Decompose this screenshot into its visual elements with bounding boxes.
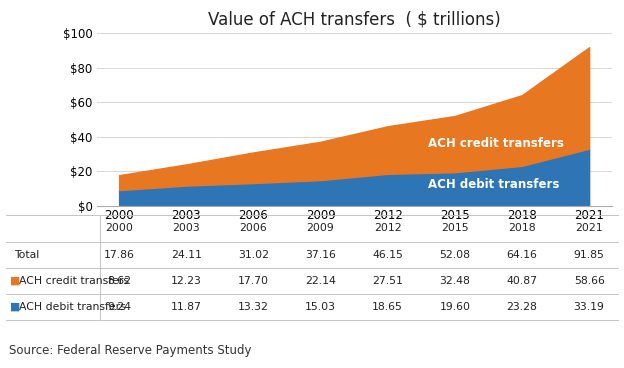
Text: 8.62: 8.62 xyxy=(107,276,131,286)
Text: 46.15: 46.15 xyxy=(373,250,403,259)
Text: Total: Total xyxy=(14,250,39,259)
Text: 32.48: 32.48 xyxy=(439,276,470,286)
Text: 24.11: 24.11 xyxy=(171,250,202,259)
Text: 13.32: 13.32 xyxy=(238,302,269,312)
Text: 27.51: 27.51 xyxy=(373,276,403,286)
Text: 22.14: 22.14 xyxy=(305,276,336,286)
Text: 64.16: 64.16 xyxy=(507,250,537,259)
Text: 17.70: 17.70 xyxy=(238,276,269,286)
Text: Source: Federal Reserve Payments Study: Source: Federal Reserve Payments Study xyxy=(9,344,252,357)
Text: 58.66: 58.66 xyxy=(573,276,605,286)
Text: 2018: 2018 xyxy=(508,223,536,233)
Text: ■: ■ xyxy=(9,302,19,312)
Text: 33.19: 33.19 xyxy=(573,302,605,312)
Text: ACH debit transfers: ACH debit transfers xyxy=(19,302,125,312)
Text: 2009: 2009 xyxy=(306,223,334,233)
Text: 23.28: 23.28 xyxy=(507,302,537,312)
Text: 12.23: 12.23 xyxy=(171,276,202,286)
Title: Value of ACH transfers  ( $ trillions): Value of ACH transfers ( $ trillions) xyxy=(208,11,500,29)
Text: 9.24: 9.24 xyxy=(107,302,131,312)
Text: ■: ■ xyxy=(9,276,19,286)
Text: 40.87: 40.87 xyxy=(507,276,537,286)
Text: ACH debit transfers: ACH debit transfers xyxy=(428,178,559,191)
Text: 15.03: 15.03 xyxy=(305,302,336,312)
Text: 2015: 2015 xyxy=(441,223,469,233)
Text: 17.86: 17.86 xyxy=(104,250,135,259)
Text: ACH credit transfers: ACH credit transfers xyxy=(19,276,129,286)
Text: ACH credit transfers: ACH credit transfers xyxy=(428,137,564,150)
Text: 2000: 2000 xyxy=(105,223,133,233)
Text: 2021: 2021 xyxy=(575,223,603,233)
Text: 2003: 2003 xyxy=(172,223,200,233)
Text: 91.85: 91.85 xyxy=(573,250,605,259)
Text: 18.65: 18.65 xyxy=(373,302,403,312)
Text: 2006: 2006 xyxy=(240,223,267,233)
Text: 37.16: 37.16 xyxy=(305,250,336,259)
Text: 2012: 2012 xyxy=(374,223,401,233)
Text: 11.87: 11.87 xyxy=(171,302,202,312)
Text: 31.02: 31.02 xyxy=(238,250,269,259)
Text: 52.08: 52.08 xyxy=(439,250,470,259)
Text: 19.60: 19.60 xyxy=(439,302,470,312)
